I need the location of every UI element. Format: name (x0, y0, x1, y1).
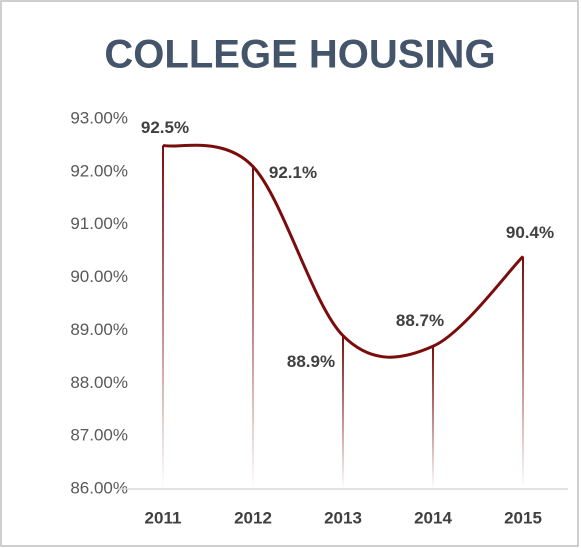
y-tick-label: 93.00% (70, 108, 128, 127)
data-label: 88.7% (396, 311, 444, 330)
x-tick-label: 2011 (145, 508, 182, 527)
y-tick-label: 91.00% (70, 214, 128, 233)
drop-line (432, 346, 434, 489)
data-label: 90.4% (506, 223, 554, 242)
y-tick-label: 90.00% (70, 267, 128, 286)
y-tick-label: 89.00% (70, 320, 128, 339)
drop-line (522, 256, 524, 489)
x-tick-label: 2014 (414, 508, 452, 527)
data-label: 92.5% (141, 118, 189, 137)
y-tick-label: 88.00% (70, 373, 128, 392)
drop-line (162, 145, 164, 489)
drop-line (342, 335, 344, 489)
drop-line (252, 166, 254, 490)
x-tick-label: 2012 (234, 508, 272, 527)
data-label: 88.9% (287, 352, 335, 371)
line (162, 143, 525, 359)
chart-title: COLLEGE HOUSING (104, 33, 495, 77)
x-tick-label: 2015 (504, 508, 542, 527)
y-tick-label: 92.00% (70, 161, 128, 180)
y-tick-label: 87.00% (70, 426, 128, 445)
data-label: 92.1% (269, 163, 317, 182)
y-tick-label: 86.00% (70, 478, 128, 497)
x-tick-label: 2013 (324, 508, 362, 527)
